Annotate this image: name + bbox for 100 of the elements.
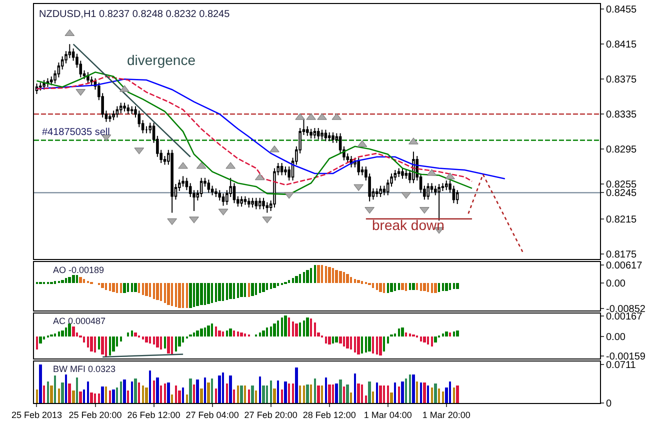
bar (394, 382, 396, 403)
candlestick (438, 183, 440, 222)
bar (328, 267, 331, 284)
text: NZDUSD,H1 0.8237 0.8248 0.8232 0.8245 (39, 9, 230, 20)
point (364, 206, 374, 214)
bar (372, 336, 374, 354)
bar (361, 336, 363, 354)
bar (368, 381, 371, 403)
point (306, 113, 316, 120)
candlestick (119, 102, 122, 114)
bar (266, 283, 268, 290)
bar (262, 385, 265, 403)
bar (153, 380, 155, 403)
bar (189, 283, 192, 308)
y-tick-label: 0.00 (606, 278, 626, 290)
bar (412, 283, 415, 290)
bar (314, 322, 316, 337)
bar (164, 283, 166, 304)
point (167, 218, 177, 225)
bar (434, 336, 437, 343)
bar (218, 283, 221, 302)
bar (431, 336, 433, 347)
bar (288, 280, 290, 284)
bar (109, 336, 111, 356)
bar (215, 326, 217, 337)
bar (215, 388, 217, 403)
bar (317, 385, 320, 403)
bar (266, 385, 268, 403)
bar (387, 283, 389, 294)
bar (292, 383, 294, 403)
candlestick (324, 129, 328, 142)
y-tick-label: 0.8295 (606, 144, 638, 156)
bar (123, 379, 126, 403)
bar (222, 332, 224, 337)
bar (420, 283, 422, 292)
bar (72, 326, 75, 337)
point (420, 206, 430, 214)
bar (61, 330, 64, 337)
bar (47, 381, 49, 403)
bar (61, 382, 64, 403)
y-tick-label: 0.00 (606, 332, 626, 343)
bar (160, 336, 162, 350)
bar (284, 316, 287, 337)
bar (109, 283, 111, 292)
bar (142, 336, 144, 340)
bar (200, 283, 203, 306)
bar (449, 332, 451, 337)
bar (182, 336, 184, 343)
bar (409, 334, 411, 337)
bar (164, 336, 166, 349)
bar (314, 378, 316, 403)
bar (189, 378, 192, 403)
point (445, 172, 455, 180)
bar (343, 272, 345, 284)
bar (156, 377, 159, 403)
bar (98, 336, 100, 350)
bar (72, 390, 75, 403)
bar (237, 283, 239, 298)
bar (196, 330, 199, 337)
y-tick-label: 0.8455 (606, 4, 638, 16)
bar (453, 332, 455, 337)
candlestick (86, 72, 90, 84)
bar (164, 383, 166, 403)
bar (365, 336, 367, 353)
bar (229, 375, 232, 403)
bar (449, 381, 451, 403)
bar (332, 336, 334, 344)
bar (90, 392, 93, 403)
candlestick (266, 202, 269, 214)
bar (303, 385, 305, 403)
bar (226, 283, 228, 300)
bar (416, 381, 418, 403)
candlestick (170, 149, 174, 214)
y-tick-label: 0.00617 (606, 260, 643, 272)
bar (405, 332, 407, 337)
candlestick (112, 110, 115, 121)
bar (445, 332, 448, 337)
bar (112, 336, 115, 352)
candlestick (207, 179, 210, 194)
bar (273, 388, 276, 403)
bar (427, 336, 429, 345)
x-tick-label: 28 Feb 12:00 (302, 410, 356, 420)
point (317, 113, 327, 120)
x-tick-label: 26 Feb 12:00 (127, 410, 180, 420)
bar (431, 387, 433, 403)
x-tick-label: 27 Feb 20:00 (244, 410, 298, 420)
bar (72, 275, 75, 284)
bar (145, 283, 148, 296)
y-tick-label: 0.8215 (606, 214, 638, 226)
bar (284, 381, 287, 403)
bar (434, 383, 437, 403)
y-tick-label: 0 (606, 398, 612, 410)
candlestick (379, 185, 382, 198)
bar (387, 336, 389, 344)
bar (354, 373, 356, 403)
bar (248, 283, 250, 298)
bar (379, 283, 382, 292)
bar (207, 283, 210, 304)
bar (299, 385, 301, 403)
bar (412, 374, 415, 403)
